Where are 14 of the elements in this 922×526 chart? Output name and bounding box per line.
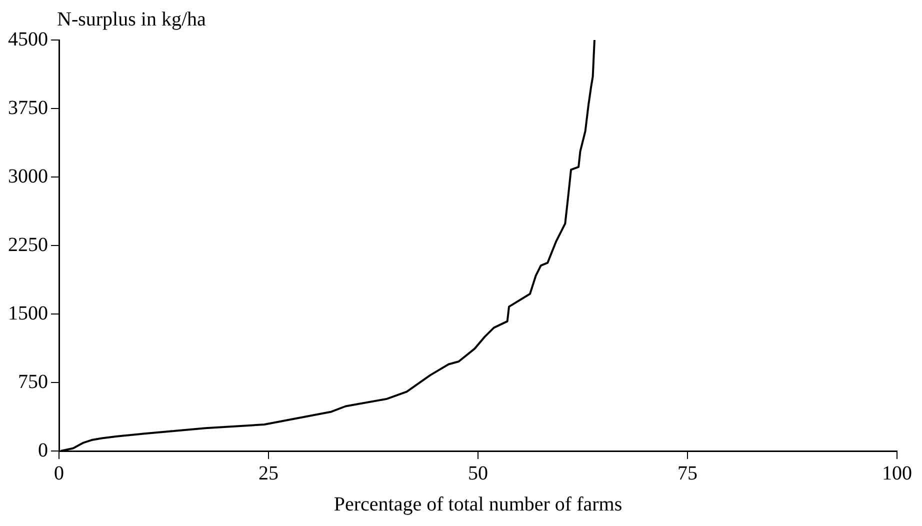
x-tick-label: 0 — [54, 462, 64, 484]
y-tick-label: 2250 — [8, 234, 48, 256]
x-tick-label: 100 — [882, 462, 912, 484]
x-axis-title: Percentage of total number of farms — [334, 493, 622, 516]
y-tick-label: 750 — [18, 370, 48, 393]
x-tick-label: 75 — [678, 462, 698, 484]
x-tick-label: 25 — [258, 462, 278, 484]
y-tick-label: 0 — [38, 439, 48, 462]
y-tick-label: 3750 — [8, 96, 48, 119]
y-tick-label: 3000 — [8, 165, 48, 188]
y-tick-label: 1500 — [8, 302, 48, 324]
y-axis-title: N-surplus in kg/ha — [57, 8, 206, 30]
y-tick-label: 4500 — [8, 28, 48, 50]
x-tick-label: 50 — [468, 462, 488, 484]
